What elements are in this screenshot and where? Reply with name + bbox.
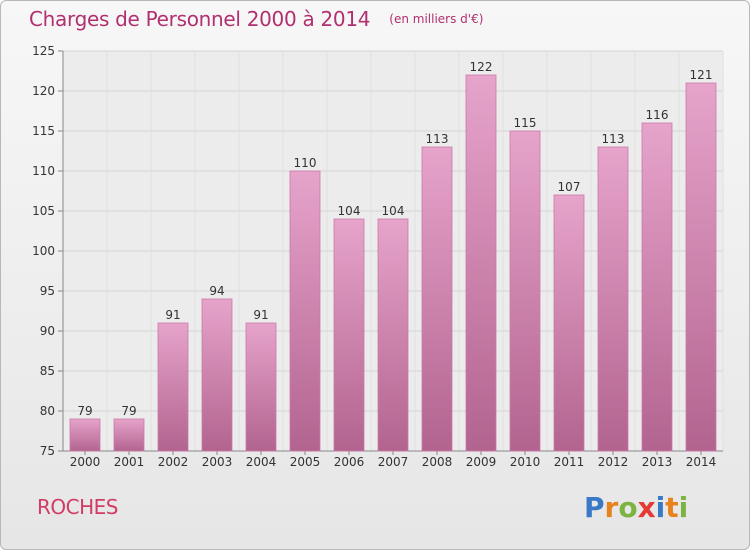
y-tick-label: 100 [32,244,55,258]
bar-2005 [289,170,321,452]
bar-value-label: 116 [646,108,669,122]
y-tick-label: 110 [32,164,55,178]
bar-value-label: 79 [121,404,136,418]
y-tick-label: 115 [32,124,55,138]
bar-value-label: 104 [338,204,361,218]
bar-2000 [69,418,101,452]
bar-2006 [333,218,365,452]
bar-value-label: 122 [470,60,493,74]
commune-name: ROCHES [37,495,118,519]
chart-title: Charges de Personnel 2000 à 2014 [29,7,371,31]
bar-value-label: 104 [382,204,405,218]
y-tick-label: 80 [40,404,55,418]
bar-2011 [553,194,585,452]
x-tick-label: 2002 [158,455,189,469]
y-tick-label: 95 [40,284,55,298]
x-tick-label: 2009 [466,455,497,469]
x-tick-label: 2013 [642,455,673,469]
bar-2003 [201,298,233,452]
bar-value-label: 94 [209,284,224,298]
y-tick-label: 105 [32,204,55,218]
bar-value-label: 107 [558,180,581,194]
x-tick-label: 2004 [246,455,277,469]
logo-letter: x [637,491,656,524]
bar-2012 [597,146,629,452]
bar-2007 [377,218,409,452]
bar-value-label: 113 [602,132,625,146]
bar-2014 [685,82,717,452]
x-tick-label: 2006 [334,455,365,469]
x-tick-label: 2005 [290,455,321,469]
bar-value-label: 115 [514,116,537,130]
bar-2010 [509,130,541,452]
logo-letter: r [604,491,619,524]
bar-value-label: 91 [253,308,268,322]
y-tick-label: 125 [32,44,55,58]
x-tick-label: 2014 [686,455,717,469]
x-tick-label: 2012 [598,455,629,469]
bars [69,74,717,452]
y-tick-label: 75 [40,444,55,458]
logo-letter: i [655,491,666,524]
x-tick-label: 2011 [554,455,585,469]
x-tick-label: 2000 [70,455,101,469]
bar-value-label: 91 [165,308,180,322]
bar-value-label: 110 [294,156,317,170]
x-tick-label: 2008 [422,455,453,469]
bar-2004 [245,322,277,452]
bar-value-label: 113 [426,132,449,146]
y-tick-label: 85 [40,364,55,378]
x-tick-label: 2003 [202,455,233,469]
bar-2008 [421,146,453,452]
bar-2001 [113,418,145,452]
x-tick-label: 2010 [510,455,541,469]
proxiti-logo: Proxiti [584,491,688,524]
y-tick-label: 120 [32,84,55,98]
logo-letter: o [618,491,638,524]
title-row: Charges de Personnel 2000 à 2014 (en mil… [29,7,483,31]
bar-2013 [641,122,673,452]
y-tick-label: 90 [40,324,55,338]
bar-2009 [465,74,497,452]
logo-letter: t [665,491,679,524]
logo-letter: i [678,491,689,524]
x-tick-label: 2001 [114,455,145,469]
logo-letter: P [584,491,605,524]
bar-2002 [157,322,189,452]
x-tick-label: 2007 [378,455,409,469]
bar-value-label: 121 [690,68,713,82]
chart-subtitle: (en milliers d'€) [389,12,484,26]
bar-value-labels: 79 79 91 94 91 110 104 104 113 122 115 107 113 116 121 [77,60,712,418]
tick-labels: 75 80 85 90 95 100 105 110 115 120 125 2000 2001 2002… [32,44,716,469]
bar-value-label: 79 [77,404,92,418]
